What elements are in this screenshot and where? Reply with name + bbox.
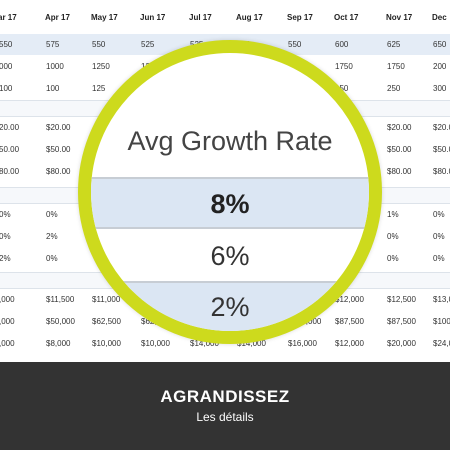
table-cell: 1250: [92, 62, 110, 71]
table-cell: 0%: [46, 254, 58, 263]
table-cell: 125: [92, 84, 106, 93]
table-cell: $20.00: [387, 123, 412, 132]
month-header-cell: ar 17: [0, 13, 17, 22]
table-cell: 550: [288, 40, 302, 49]
month-header-cell: Sep 17: [287, 13, 313, 22]
footer-banner: [0, 362, 450, 450]
table-cell: $20,000: [387, 339, 416, 348]
table-row: ,000 $8,000 $10,000 $10,000 $14,000 $14,000 $1…: [0, 333, 450, 354]
table-cell: $14,000: [237, 339, 266, 348]
table-cell: 80.00: [0, 167, 20, 176]
table-cell: 0%: [0, 210, 11, 219]
table-cell: 0%: [433, 210, 445, 219]
lens-value-row-2: 6%: [91, 229, 369, 283]
table-cell: $12,500: [387, 295, 416, 304]
table-cell: 550: [92, 40, 106, 49]
table-cell: 200: [433, 62, 447, 71]
footer-subtitle: Les détails: [196, 410, 254, 424]
table-cell: 300: [433, 84, 447, 93]
table-cell: 0%: [46, 210, 58, 219]
table-row: 2% 0% 0% 0%: [0, 248, 450, 269]
month-header-cell: May 17: [91, 13, 118, 22]
table-row: 50.00 $50.00 $50.00 $50.0: [0, 139, 450, 160]
month-header-cell: Oct 17: [334, 13, 359, 22]
table-cell: $87,500: [387, 317, 416, 326]
table-cell: $50.0: [433, 145, 450, 154]
table-cell: 1750: [387, 62, 405, 71]
magnifier-lens: Avg Growth Rate 8% 6% 2%: [78, 40, 382, 344]
month-header-cell: Dec: [432, 13, 447, 22]
table-cell: 100: [46, 84, 60, 93]
table-cell: $50.00: [46, 145, 71, 154]
table-cell: 000: [0, 62, 13, 71]
lens-column-header: Avg Growth Rate: [91, 53, 369, 179]
month-header-cell: Apr 17: [45, 13, 70, 22]
table-cell: $12,000: [335, 339, 364, 348]
table-cell: $20.00: [46, 123, 71, 132]
table-cell: 550: [0, 40, 13, 49]
footer-title: AGRANDISSEZ: [160, 387, 290, 406]
table-cell: $16,000: [288, 339, 317, 348]
table-cell: $80.0: [433, 167, 450, 176]
table-cell: 1000: [46, 62, 64, 71]
table-cell: $11,500: [46, 295, 75, 304]
table-cell: 0%: [0, 232, 11, 241]
table-cell: $50.00: [387, 145, 412, 154]
table-cell: ,000: [0, 317, 15, 326]
month-header-cell: Jun 17: [140, 13, 166, 22]
table-cell: 575: [46, 40, 60, 49]
month-header-row: ar 17 Apr 17 May 17 Jun 17 Jul 17 Aug 17 Sep 1…: [0, 0, 450, 34]
table-cell: 650: [433, 40, 447, 49]
table-cell: 1%: [387, 210, 399, 219]
table-cell: 525: [141, 40, 155, 49]
table-cell: 2%: [0, 254, 11, 263]
table-cell: $24,0: [433, 339, 450, 348]
table-cell: $13,0: [433, 295, 450, 304]
table-cell: 600: [335, 40, 349, 49]
table-cell: 1750: [335, 62, 353, 71]
table-cell: 250: [387, 84, 401, 93]
table-cell: $10,000: [92, 339, 121, 348]
table-cell: ,000: [0, 339, 15, 348]
table-cell: $8,000: [46, 339, 71, 348]
table-cell: 0%: [387, 254, 399, 263]
table-cell: $14,000: [190, 339, 219, 348]
month-header-cell: Aug 17: [236, 13, 263, 22]
table-cell: $20.0: [433, 123, 450, 132]
table-row: 0% 2% 0% 0%: [0, 226, 450, 247]
lens-value-row-1: 8%: [91, 179, 369, 229]
month-header-cell: Jul 17: [189, 13, 212, 22]
table-cell: $50,000: [46, 317, 75, 326]
table-cell: 20.00: [0, 123, 20, 132]
table-cell: $100,0: [433, 317, 450, 326]
table-cell: 0%: [433, 254, 445, 263]
table-cell: 100: [0, 84, 13, 93]
table-cell: 2%: [46, 232, 58, 241]
table-row: 20.00 $20.00 $20.00 $20.0: [0, 117, 450, 138]
table-row: 80.00 $80.00 $80.00 $80.0: [0, 161, 450, 182]
table-row: 0% 0% 1% 0%: [0, 204, 450, 225]
table-cell: ,000: [0, 295, 15, 304]
table-cell: 0%: [433, 232, 445, 241]
table-cell: $10,000: [141, 339, 170, 348]
table-cell: 50.00: [0, 145, 20, 154]
month-header-cell: Nov 17: [386, 13, 413, 22]
table-cell: 0%: [387, 232, 399, 241]
table-cell: $80.00: [46, 167, 71, 176]
table-cell: 625: [387, 40, 401, 49]
table-cell: $80.00: [387, 167, 412, 176]
lens-value-row-3: 2%: [91, 283, 369, 331]
